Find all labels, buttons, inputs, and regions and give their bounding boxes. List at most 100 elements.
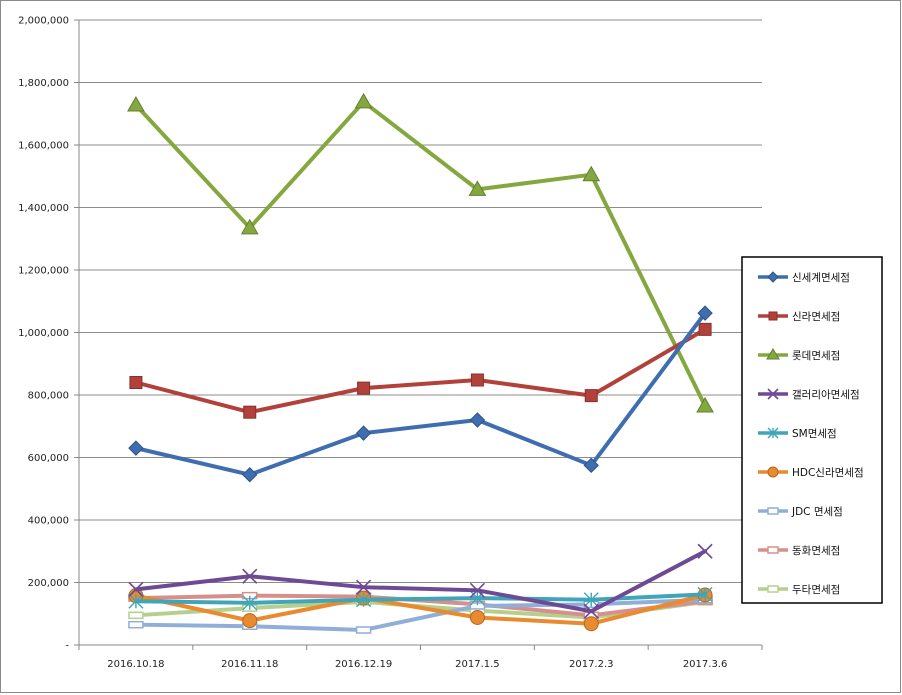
x-tick-label: 2016.10.18 — [107, 659, 164, 670]
y-tick-label: - — [65, 641, 69, 652]
data-point — [767, 388, 779, 400]
data-point — [128, 581, 144, 597]
data-point — [767, 546, 779, 554]
legend-label: JDC 면세점 — [791, 506, 843, 518]
legend-label: HDC신라면세점 — [792, 467, 864, 479]
y-tick-label: 1,800,000 — [18, 78, 69, 89]
y-tick-label: 1,400,000 — [18, 203, 69, 214]
data-point — [583, 616, 599, 632]
data-point — [583, 457, 599, 474]
data-point — [582, 165, 601, 182]
x-tick-label: 2016.11.18 — [221, 659, 278, 670]
legend-label: 롯데면세점 — [792, 350, 840, 362]
data-point — [767, 585, 779, 593]
data-point — [128, 611, 144, 620]
series-4 — [128, 543, 713, 619]
legend-item: 동화면세점 — [758, 545, 840, 557]
series-lines — [127, 92, 714, 634]
y-tick-label: 600,000 — [28, 453, 69, 464]
legend-label: SM면세점 — [792, 428, 837, 440]
data-point — [242, 466, 258, 483]
y-tick-label: 2,000,000 — [18, 16, 69, 27]
y-tick-label: 1,200,000 — [18, 266, 69, 277]
data-point — [767, 507, 779, 515]
legend-item: SM면세점 — [758, 427, 837, 440]
legend-label: 두타면세점 — [792, 584, 840, 596]
x-tick-label: 2017.3.6 — [683, 659, 728, 670]
data-point — [766, 348, 780, 360]
legend-item: 신세계면세점 — [758, 271, 850, 284]
data-point-stroke — [697, 543, 713, 559]
legend-label: 갤러리아면세점 — [792, 389, 860, 401]
data-point — [583, 592, 599, 608]
x-tick-label: 2017.2.3 — [569, 659, 614, 670]
data-point-stroke — [128, 581, 144, 597]
x-tick-label: 2017.1.5 — [455, 659, 500, 670]
data-point — [698, 322, 712, 336]
data-point — [767, 427, 779, 439]
y-tick-label: 1,600,000 — [18, 141, 69, 152]
series-line — [133, 592, 708, 605]
legend-label: 신세계면세점 — [792, 272, 850, 284]
x-tick-label: 2016.12.19 — [335, 659, 392, 670]
data-point-stroke — [242, 568, 258, 584]
data-point — [697, 586, 713, 602]
data-point — [354, 92, 373, 109]
series-line — [133, 593, 708, 626]
series-2 — [129, 322, 712, 419]
data-point — [129, 376, 143, 389]
data-point-stroke — [469, 582, 485, 598]
data-point — [128, 440, 144, 456]
data-point — [243, 405, 257, 419]
data-point — [356, 579, 372, 595]
y-tick-label: 200,000 — [28, 578, 69, 589]
series-line — [133, 99, 708, 408]
y-tick-label: 1,000,000 — [18, 328, 69, 339]
legend-label: 동화면세점 — [792, 545, 840, 557]
legend-item: JDC 면세점 — [758, 506, 843, 518]
legend-item: 신라면세점 — [758, 311, 840, 323]
series-line — [133, 311, 708, 477]
data-point — [767, 466, 779, 478]
data-point — [355, 626, 372, 634]
data-point — [696, 396, 714, 413]
data-point — [127, 95, 145, 112]
data-point — [356, 592, 372, 608]
data-point — [469, 582, 485, 598]
data-point — [469, 610, 485, 625]
data-point — [242, 595, 258, 611]
y-tick-label: 800,000 — [28, 391, 69, 402]
data-point — [768, 311, 778, 321]
data-point-stroke — [767, 388, 779, 400]
data-point — [767, 271, 779, 283]
legend-label: 신라면세점 — [792, 311, 840, 323]
legend-item: 갤러리아면세점 — [758, 388, 860, 401]
data-point — [468, 180, 487, 196]
data-point — [242, 613, 258, 629]
data-point — [355, 425, 372, 441]
data-point — [240, 218, 259, 235]
legend-item: 롯데면세점 — [758, 348, 840, 362]
data-point — [583, 603, 599, 619]
series-3 — [127, 92, 714, 413]
data-point — [584, 389, 598, 403]
series-1 — [128, 305, 713, 483]
data-point — [469, 590, 485, 606]
data-point — [697, 543, 713, 559]
legend-item: HDC신라면세점 — [758, 466, 864, 479]
y-tick-label: 400,000 — [28, 516, 69, 527]
data-point — [128, 620, 144, 629]
series-line — [133, 549, 708, 614]
series-line — [133, 597, 708, 632]
series-5 — [128, 586, 713, 611]
data-point — [242, 568, 258, 584]
series-line — [133, 327, 708, 415]
data-point — [357, 381, 371, 395]
legend-item: 두타면세점 — [758, 584, 840, 596]
data-point — [128, 593, 144, 609]
data-point — [697, 305, 713, 321]
data-point-stroke — [356, 579, 372, 595]
axes: - 200,000 400,000 600,000 800,000 1,000,000 1,… — [18, 16, 763, 670]
